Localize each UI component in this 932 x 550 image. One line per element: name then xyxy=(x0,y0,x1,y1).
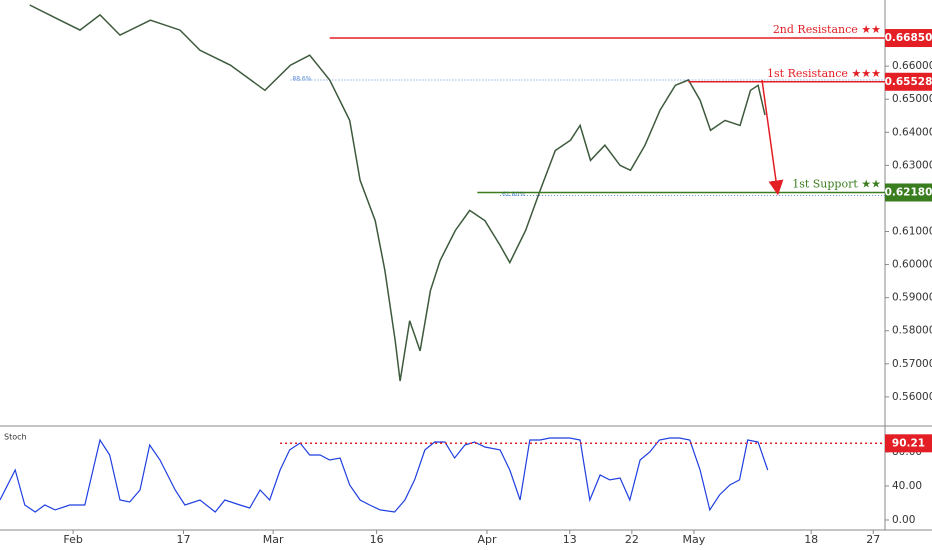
y-tick-label: 0.65000 xyxy=(892,93,932,105)
y-tick-label: 0.60000 xyxy=(892,259,932,271)
x-tick-label: 13 xyxy=(563,533,577,546)
y-tick-label: 0.00 xyxy=(892,514,915,526)
y-tick-label: 40.00 xyxy=(892,480,922,492)
y-tick-label: 0.64000 xyxy=(892,126,932,138)
level-value-label: 0.66850 xyxy=(885,32,932,44)
y-tick-label: 0.57000 xyxy=(892,358,932,370)
stoch-level-box xyxy=(885,434,932,453)
fib-label: 88.6% xyxy=(292,76,311,83)
x-tick-label: 22 xyxy=(625,533,639,546)
x-tick-label: 17 xyxy=(176,533,190,546)
level-label: 1st Resistance ★★★ xyxy=(767,67,881,80)
projection-arrow xyxy=(761,79,784,196)
y-tick-label: 0.63000 xyxy=(892,159,932,171)
stoch-level-label: 90.21 xyxy=(892,437,925,449)
level-label: 2nd Resistance ★★ xyxy=(773,23,881,36)
x-tick-label: Feb xyxy=(63,533,82,546)
series-line xyxy=(0,437,769,513)
x-tick-label: Apr xyxy=(477,533,497,546)
y-tick-label: 0.59000 xyxy=(892,292,932,304)
y-tick-label: 0.61000 xyxy=(892,226,932,238)
fib-label: 61.80% xyxy=(502,191,525,198)
level-label: 1st Support ★★ xyxy=(792,177,881,190)
y-tick-label: 0.66000 xyxy=(892,60,932,72)
level-value-box xyxy=(885,183,932,202)
x-tick-label: 16 xyxy=(370,533,384,546)
stoch-title: Stoch xyxy=(4,433,27,442)
x-tick-label: 18 xyxy=(804,533,818,546)
x-tick-label: 27 xyxy=(866,533,880,546)
level-value-label: 0.62180 xyxy=(885,186,932,198)
y-tick-label: 0.56000 xyxy=(892,391,932,403)
x-tick-label: May xyxy=(683,533,706,546)
y-tick-label: 0.58000 xyxy=(892,325,932,337)
level-value-box xyxy=(885,72,932,91)
level-value-label: 0.65528 xyxy=(885,76,932,88)
series-line xyxy=(29,4,766,382)
level-value-box xyxy=(885,29,932,48)
x-tick-label: Mar xyxy=(263,533,284,546)
